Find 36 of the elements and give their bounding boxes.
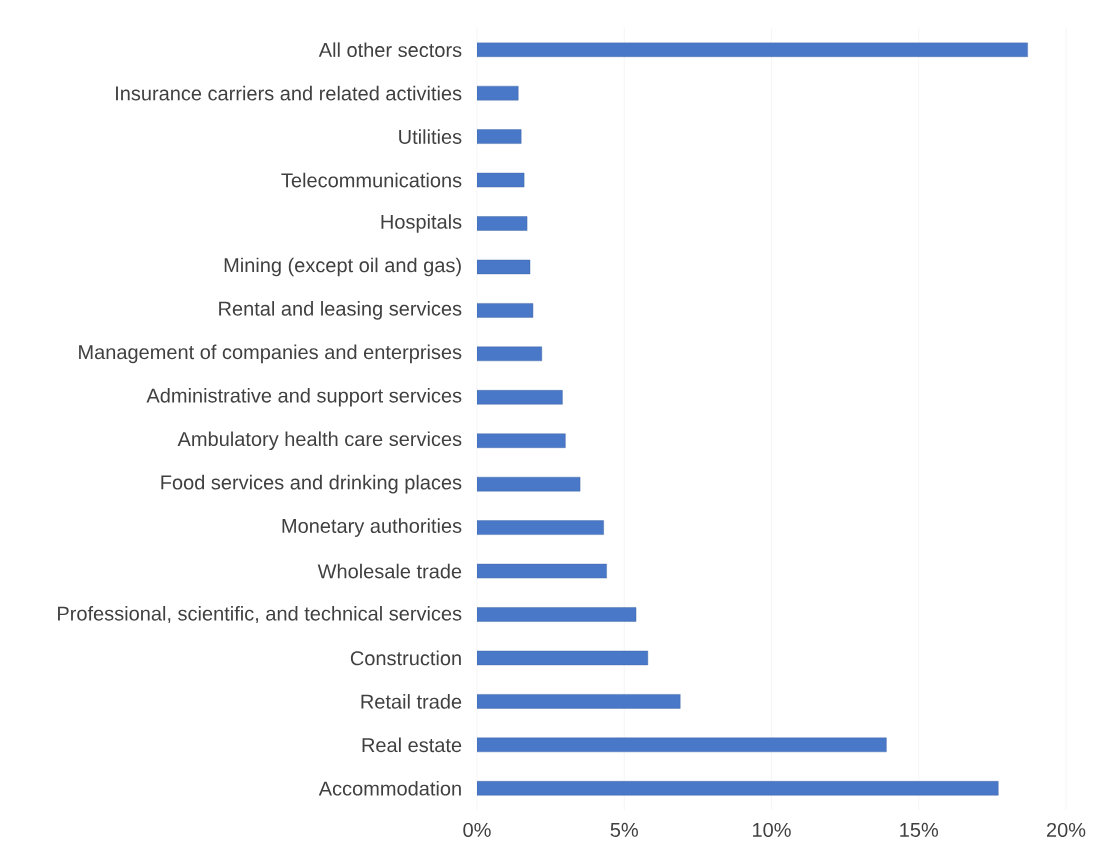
bar	[477, 390, 563, 405]
y-tick-label: Mining (except oil and gas)	[224, 257, 461, 277]
y-tick-label: Retail trade	[361, 694, 462, 709]
bar	[477, 781, 999, 796]
x-tick-label: 5%	[610, 822, 638, 837]
x-tick-label: 10%	[753, 822, 791, 838]
y-tick-label: Real estate	[362, 737, 462, 753]
y-tick-label: Utilities	[399, 129, 462, 144]
bar	[477, 129, 522, 144]
x-tick-label: 15%	[900, 822, 939, 837]
y-tick-label: Management of companies and enterprises	[79, 344, 462, 364]
y-tick-label: Telecommunications	[281, 172, 462, 188]
bar	[477, 433, 566, 448]
bar	[477, 42, 1028, 57]
bar	[477, 737, 887, 753]
x-tick-label: 20%	[1047, 822, 1086, 838]
x-tick-label: 0%	[463, 822, 491, 838]
y-tick-label: Ambulatory health care services	[177, 431, 462, 451]
y-tick-label: Monetary authorities	[282, 518, 462, 537]
bar	[477, 694, 681, 709]
y-tick-label: Insurance carriers and related activities	[116, 85, 462, 101]
y-tick-label: Construction	[350, 650, 461, 666]
y-tick-label: Administrative and support services	[146, 387, 462, 407]
y-tick-label: Wholesale trade	[317, 563, 462, 579]
bar	[477, 607, 637, 622]
bar	[477, 520, 604, 535]
y-tick-label: Professional, scientific, and technical services	[58, 605, 462, 624]
bar	[477, 346, 542, 362]
y-tick-label: Hospitals	[381, 214, 462, 233]
y-tick-label: Food services and drinking places	[161, 474, 462, 494]
bar	[477, 476, 581, 492]
bar	[477, 85, 519, 101]
bar	[477, 303, 534, 318]
y-tick-label: Accommodation	[318, 780, 461, 796]
y-tick-label: All other sectors	[318, 42, 462, 58]
y-tick-label: Rental and leasing services	[219, 301, 462, 320]
